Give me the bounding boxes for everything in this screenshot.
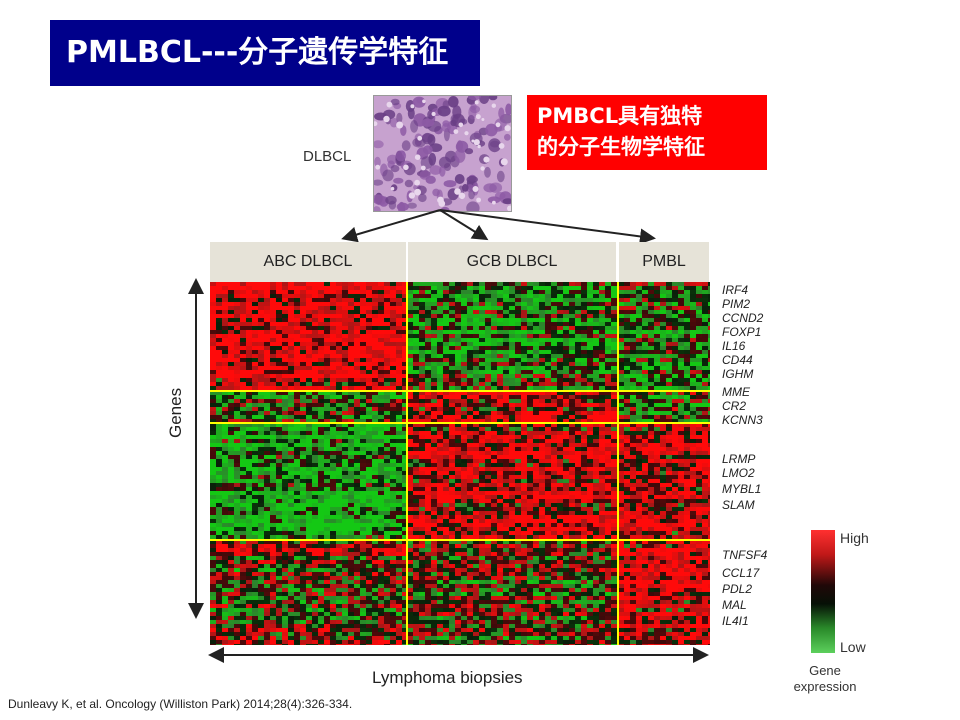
legend-title: Gene expression	[780, 663, 870, 695]
gene-label: PDL2	[722, 582, 753, 596]
gene-label: KCNN3	[722, 413, 763, 427]
gene-label: IRF4	[722, 283, 749, 297]
histology-micrograph	[373, 95, 512, 212]
gene-label: PIM2	[722, 297, 751, 311]
biopsies-axis-label: Lymphoma biopsies	[372, 668, 523, 687]
column-header-pmbl: PMBL	[619, 242, 709, 282]
legend-title-line-1: Gene	[809, 663, 841, 678]
gene-label: TNFSF4	[722, 548, 768, 562]
slide-title: PMLBCL---分子遗传学特征	[50, 20, 480, 86]
heatmap-dividers	[210, 282, 710, 645]
gene-label: MAL	[722, 598, 747, 612]
heatmap-cells	[210, 282, 710, 645]
gene-label: LRMP	[722, 452, 756, 466]
callout-box: PMBCL具有独特 的分子生物学特征	[527, 95, 767, 170]
legend-title-line-2: expression	[793, 679, 857, 694]
gene-label: MME	[722, 385, 750, 399]
gene-label: CCL17	[722, 566, 760, 580]
gene-label: IL16	[722, 339, 746, 353]
column-header-abc: ABC DLBCL	[210, 242, 406, 282]
gene-label: IGHM	[722, 367, 754, 381]
gene-label: SLAM	[722, 498, 755, 512]
gene-label: CD44	[722, 353, 753, 367]
gene-label: CCND2	[722, 311, 764, 325]
gene-label: CR2	[722, 399, 747, 413]
gene-label: FOXP1	[722, 325, 762, 339]
gene-label: LMO2	[722, 466, 755, 480]
citation: Dunleavy K, et al. Oncology (Williston P…	[8, 697, 353, 711]
arrow-to-abc	[341, 209, 441, 243]
gene-label: MYBL1	[722, 482, 762, 496]
callout-line-2: 的分子生物学特征	[537, 135, 705, 159]
arrow-to-gcb	[439, 209, 489, 241]
expression-legend-bar	[811, 530, 835, 653]
genes-axis-label: Genes	[166, 387, 185, 438]
callout-line-1: PMBCL具有独特	[537, 104, 703, 128]
arrow-to-pmbl	[439, 209, 656, 245]
legend-high-label: High	[840, 530, 869, 546]
gene-label: IL4I1	[722, 614, 749, 628]
dlbcl-label: DLBCL	[303, 148, 352, 165]
column-header-gcb: GCB DLBCL	[408, 242, 616, 282]
legend-low-label: Low	[840, 639, 866, 655]
